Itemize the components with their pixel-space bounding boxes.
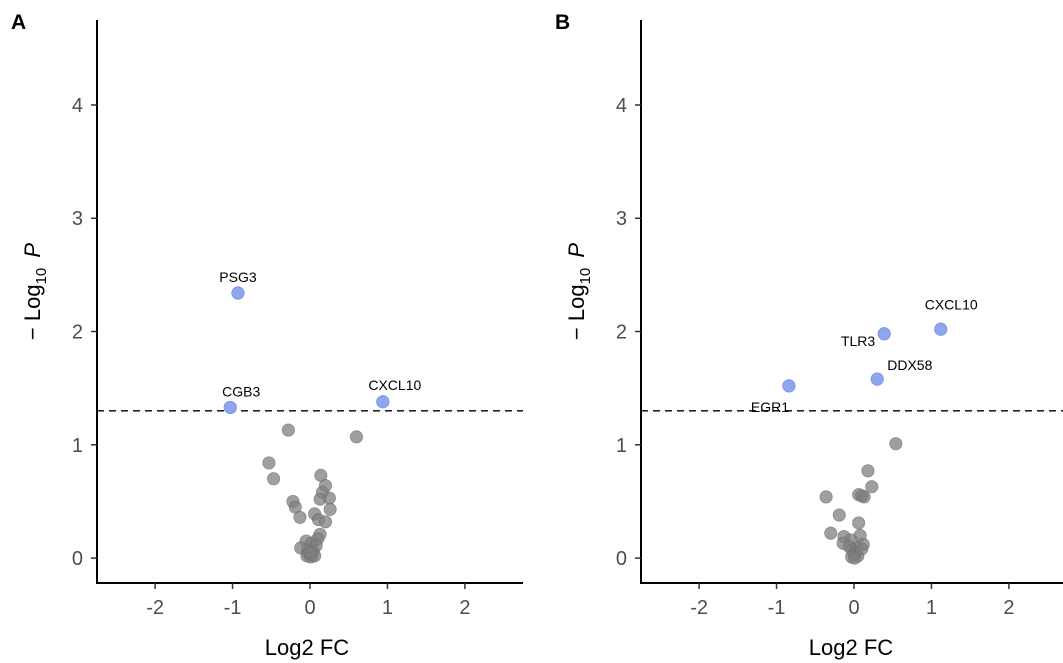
x-tick-label-b: -2 xyxy=(690,597,708,619)
point-nonsig-b xyxy=(865,480,879,494)
point-nonsig-b xyxy=(852,516,866,530)
point-label-ddx58-b: DDX58 xyxy=(887,357,932,373)
y-axis-title-b: − Log10 P xyxy=(564,243,594,340)
y-tick-label-b: 3 xyxy=(616,208,627,230)
point-sig-cgb3-a xyxy=(223,400,237,415)
panel-label-a: A xyxy=(11,11,26,34)
point-nonsig-b xyxy=(855,542,869,556)
x-tick-label-b: 2 xyxy=(1003,597,1014,619)
point-nonsig-a xyxy=(322,491,336,505)
point-label-cgb3-a: CGB3 xyxy=(222,383,260,399)
point-label-tlr3-b: TLR3 xyxy=(841,333,875,349)
y-tick-label-b: 0 xyxy=(616,548,627,570)
point-nonsig-a xyxy=(293,510,307,524)
x-tick-label-a: -1 xyxy=(224,597,242,619)
point-nonsig-a xyxy=(262,456,276,470)
x-axis-title-b: Log2 FC xyxy=(809,635,893,660)
point-sig-cxcl10-a xyxy=(376,395,390,409)
x-tick-label-a: 2 xyxy=(459,597,470,619)
point-sig-tlr3-b xyxy=(877,327,891,341)
point-label-cxcl10-b: CXCL10 xyxy=(925,296,978,312)
y-axis-title-a: − Log10 P xyxy=(20,243,50,340)
point-nonsig-a xyxy=(303,545,317,560)
point-label-psg3-a: PSG3 xyxy=(219,269,257,285)
point-nonsig-b xyxy=(889,437,903,451)
point-nonsig-a xyxy=(349,430,364,444)
point-sig-psg3-a xyxy=(231,286,245,300)
point-nonsig-b xyxy=(824,526,838,540)
y-tick-label-b: 4 xyxy=(616,95,627,117)
volcano-plot-b: 0 1 2 3 4 -2 -1 0 1 2 Log2 FC − Log10 P CXCL10 TLR3 DD… xyxy=(564,20,1063,660)
x-tick-label-a: 0 xyxy=(304,597,315,619)
point-label-cxcl10-a: CXCL10 xyxy=(368,377,421,393)
point-nonsig-a xyxy=(281,423,295,437)
y-tick-label-a: 2 xyxy=(72,322,83,344)
point-nonsig-b xyxy=(832,508,846,522)
panel-label-b: B xyxy=(555,11,570,34)
y-tick-label-a: 4 xyxy=(72,95,83,117)
x-axis-title-a: Log2 FC xyxy=(265,635,349,660)
y-tick-label-a: 1 xyxy=(72,435,83,457)
y-tick-label-a: 3 xyxy=(72,208,83,230)
point-sig-cxcl10-b xyxy=(934,322,948,336)
x-tick-label-b: 1 xyxy=(926,597,937,619)
y-tick-label-a: 0 xyxy=(72,548,83,570)
point-nonsig-a xyxy=(323,502,337,516)
point-sig-ddx58-b xyxy=(870,372,884,386)
point-nonsig-b xyxy=(848,551,862,565)
x-tick-label-b: 0 xyxy=(848,597,859,619)
x-tick-label-a: 1 xyxy=(382,597,393,619)
volcano-plot-a: 0 1 2 3 4 -2 -1 0 1 2 Log2 FC − Log10 P PSG3 CGB3 CXCL… xyxy=(20,20,523,660)
point-nonsig-a xyxy=(318,515,333,529)
point-nonsig-b xyxy=(819,490,833,504)
y-tick-label-b: 1 xyxy=(616,435,627,457)
point-nonsig-a xyxy=(266,472,281,486)
point-sig-egr1-b xyxy=(782,379,796,393)
y-tick-label-b: 2 xyxy=(616,322,627,344)
point-nonsig-b xyxy=(861,464,875,478)
x-tick-label-a: -2 xyxy=(146,597,164,619)
point-label-egr1-b: EGR1 xyxy=(751,399,789,415)
x-tick-label-b: -1 xyxy=(768,597,786,619)
point-nonsig-b xyxy=(855,489,869,503)
